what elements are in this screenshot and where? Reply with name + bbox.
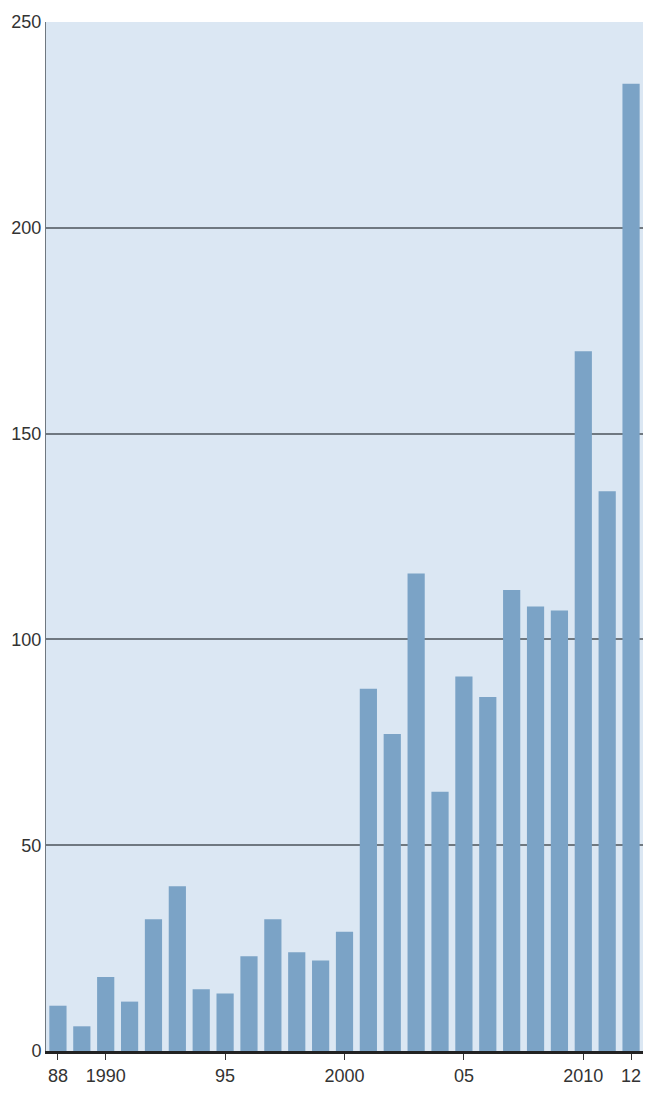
svg-text:2000: 2000 [324,1066,364,1086]
svg-text:100: 100 [11,630,41,650]
svg-text:50: 50 [21,836,41,856]
svg-text:150: 150 [11,424,41,444]
svg-text:200: 200 [11,218,41,238]
svg-text:12: 12 [621,1066,641,1086]
svg-text:95: 95 [215,1066,235,1086]
svg-text:0: 0 [31,1041,41,1061]
svg-text:2010: 2010 [563,1066,603,1086]
svg-text:1990: 1990 [86,1066,126,1086]
svg-text:05: 05 [454,1066,474,1086]
svg-text:88: 88 [48,1066,68,1086]
svg-text:250: 250 [11,12,41,32]
